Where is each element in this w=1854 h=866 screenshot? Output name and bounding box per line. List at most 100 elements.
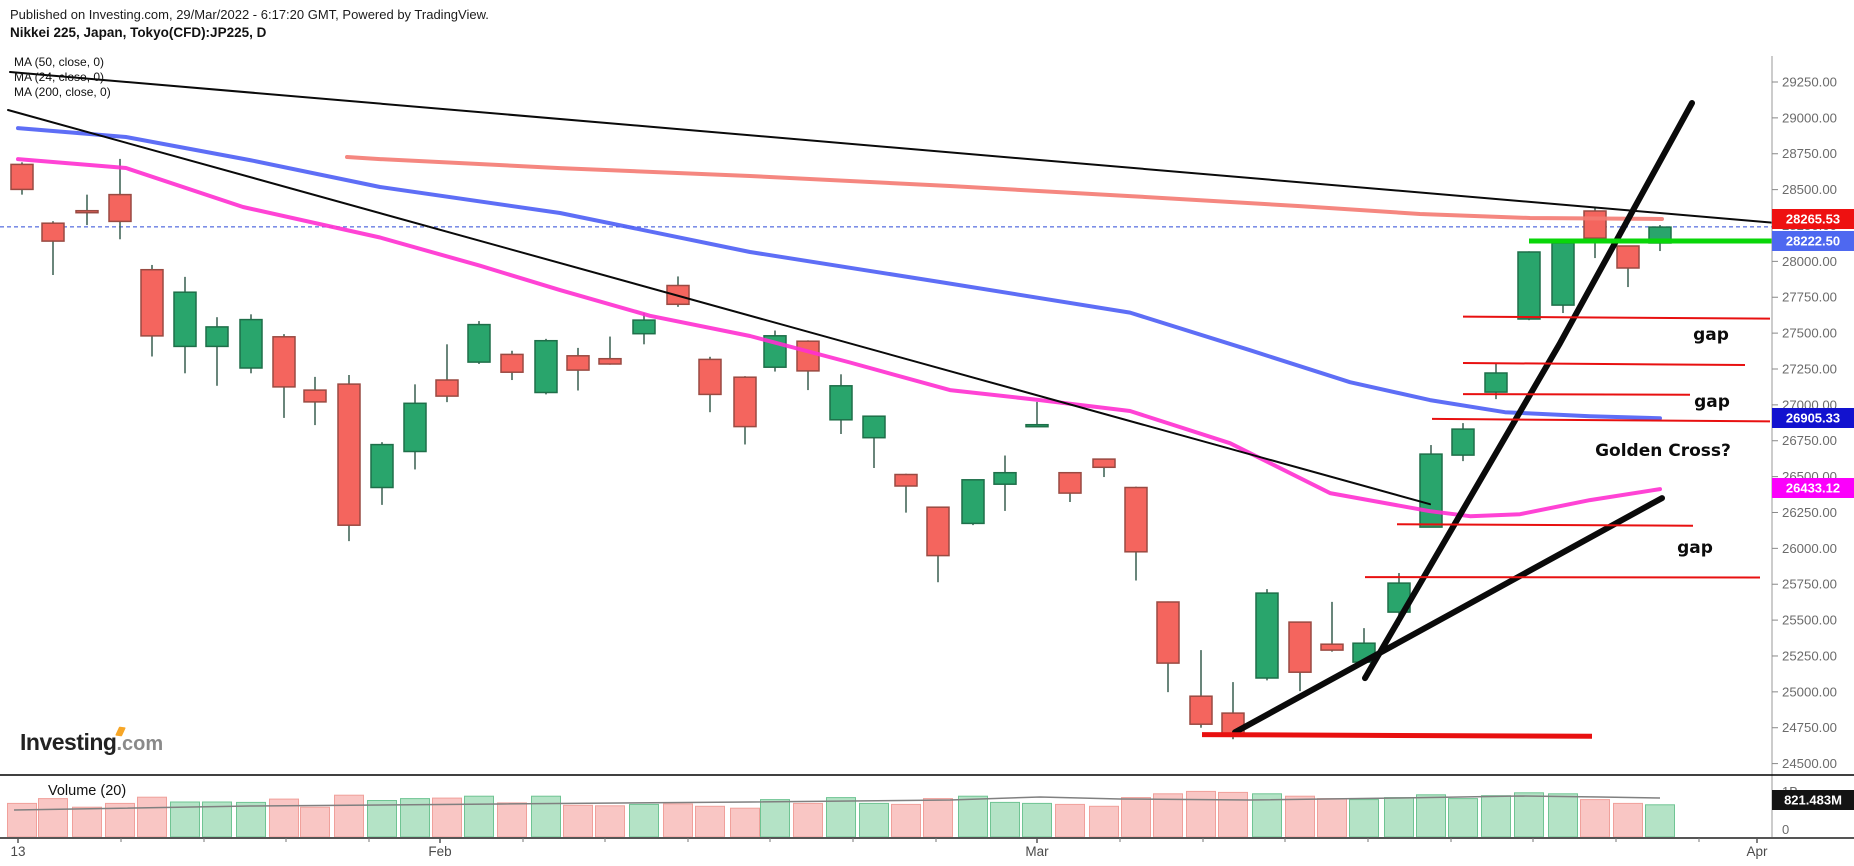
candle[interactable]	[1320, 601, 1344, 652]
candle[interactable]	[140, 264, 164, 357]
candle[interactable]	[1551, 242, 1575, 314]
annotation-text[interactable]: gap	[1693, 325, 1729, 345]
ma-200-legend[interactable]: MA (200, close, 0)	[14, 85, 111, 99]
candle[interactable]	[10, 162, 34, 195]
candle[interactable]	[598, 336, 622, 365]
ma-50-legend[interactable]: MA (50, close, 0)	[14, 55, 105, 69]
candle[interactable]	[403, 384, 427, 470]
investing-logo: Investing .com	[20, 726, 164, 756]
candle[interactable]	[41, 221, 65, 276]
candle[interactable]	[632, 312, 656, 345]
candle[interactable]	[205, 317, 229, 386]
candle[interactable]	[1058, 471, 1082, 503]
candle-body-down	[796, 340, 820, 372]
candle[interactable]	[1156, 601, 1180, 693]
candle[interactable]	[894, 473, 918, 513]
candle[interactable]	[75, 194, 99, 226]
published-line: Published on Investing.com, 29/Mar/2022 …	[10, 7, 489, 22]
price-tick-label: 25750.00	[1782, 577, 1837, 592]
candle[interactable]	[1517, 251, 1541, 321]
volume-bar	[826, 797, 856, 838]
candle[interactable]	[1648, 225, 1672, 252]
candle[interactable]	[108, 158, 132, 240]
candle[interactable]	[1124, 486, 1148, 581]
candle[interactable]	[500, 350, 524, 381]
candle[interactable]	[370, 442, 394, 505]
candle-body-down	[337, 383, 361, 526]
volume-bar	[1153, 793, 1183, 838]
candle-body-down	[1092, 458, 1116, 469]
candle-body-down	[698, 358, 722, 396]
red-level-line[interactable]	[1431, 417, 1771, 423]
candle[interactable]	[961, 479, 985, 526]
annotation-text[interactable]: Golden Cross?	[1595, 441, 1731, 461]
price-tick-label: 25500.00	[1782, 613, 1837, 628]
annotation-text[interactable]: gap	[1694, 392, 1730, 412]
candle[interactable]	[1616, 245, 1640, 288]
ma-24-legend[interactable]: MA (24, close, 0)	[14, 70, 105, 84]
candle[interactable]	[926, 506, 950, 583]
axis-badge-text: 26905.33	[1786, 411, 1840, 426]
annotation-text[interactable]: gap	[1677, 538, 1713, 558]
volume-bar	[1416, 794, 1446, 838]
volume-bar	[1089, 805, 1119, 838]
trendline-steep-uptrend[interactable]	[1362, 100, 1695, 682]
ma-line-ma200[interactable]	[345, 155, 1664, 221]
candle[interactable]	[566, 347, 590, 391]
candle[interactable]	[534, 338, 558, 395]
candle[interactable]	[173, 276, 197, 374]
red-level-line[interactable]	[1462, 362, 1746, 366]
trendline-resistance-lower[interactable]	[7, 109, 1431, 506]
candle[interactable]	[272, 334, 296, 418]
candle[interactable]	[1484, 363, 1508, 400]
red-level-line[interactable]	[1201, 732, 1593, 739]
candle[interactable]	[1255, 589, 1279, 681]
volume-bar	[1055, 803, 1085, 838]
red-level-line[interactable]	[1462, 315, 1771, 320]
candle[interactable]	[303, 376, 327, 426]
candle[interactable]	[862, 415, 886, 469]
volume-indicator-label[interactable]: Volume (20)	[48, 783, 127, 799]
candle[interactable]	[467, 321, 491, 364]
red-level-line[interactable]	[1396, 523, 1694, 527]
candle-body-up	[1451, 428, 1475, 456]
price-tick-label: 28000.00	[1782, 254, 1837, 269]
candle[interactable]	[698, 356, 722, 413]
candle[interactable]	[733, 376, 757, 445]
red-level-line[interactable]	[1462, 393, 1691, 396]
candle[interactable]	[435, 344, 459, 403]
candle[interactable]	[1419, 445, 1443, 528]
candle-body-down	[140, 268, 164, 337]
ma-line-ma50[interactable]	[16, 126, 1662, 421]
candlestick-series[interactable]	[10, 158, 1672, 740]
axis-badge-bg	[1772, 478, 1854, 498]
axis-badge: 28265.53	[1772, 209, 1854, 229]
candle[interactable]	[1189, 650, 1213, 728]
price-tick-label: 27750.00	[1782, 290, 1837, 305]
trendline-moderate-uptrend[interactable]	[1232, 495, 1665, 736]
volume-bar	[793, 802, 823, 838]
volume-bar	[72, 806, 102, 838]
time-axis-label: Mar	[1025, 844, 1049, 859]
axis-badge-text: 28265.53	[1786, 212, 1840, 227]
candle[interactable]	[337, 375, 361, 542]
candle[interactable]	[1288, 621, 1312, 692]
candle[interactable]	[829, 374, 853, 434]
candle[interactable]	[1583, 207, 1607, 259]
axis-badge-bg	[1772, 209, 1854, 229]
candle[interactable]	[1451, 423, 1475, 462]
trendline-resistance-upper[interactable]	[9, 71, 1773, 224]
candle[interactable]	[1025, 401, 1049, 428]
volume-zero-label: 0	[1782, 822, 1789, 837]
candle[interactable]	[763, 330, 787, 372]
candle[interactable]	[666, 276, 690, 307]
candle[interactable]	[239, 314, 263, 374]
price-tick-label: 25000.00	[1782, 684, 1837, 699]
volume-bar	[629, 803, 659, 838]
candle[interactable]	[1092, 458, 1116, 478]
logo-suffix-text: .com	[116, 733, 164, 755]
volume-ma-line[interactable]	[13, 795, 1661, 811]
ma-line-ma24[interactable]	[16, 157, 1662, 519]
candle[interactable]	[993, 455, 1017, 511]
